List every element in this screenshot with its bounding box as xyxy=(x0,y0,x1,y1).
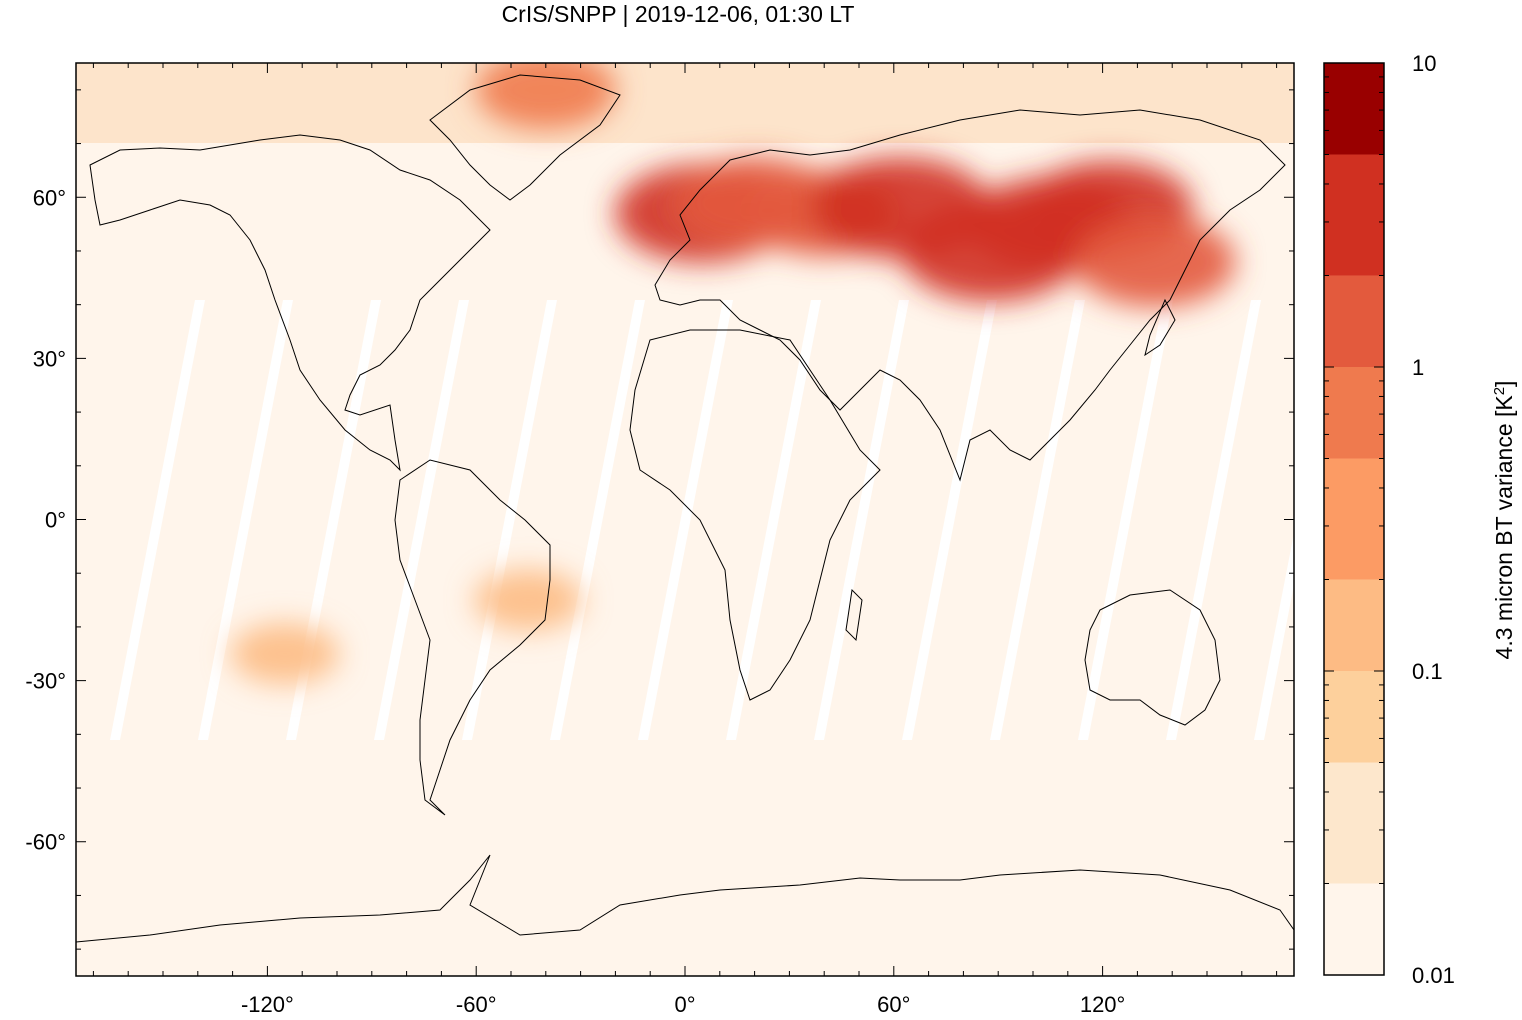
chart-title: CrIS/SNPP | 2019-12-06, 01:30 LT xyxy=(502,1,855,27)
colorbar-tick-label: 1 xyxy=(1412,355,1424,380)
variance-hotspot xyxy=(475,63,616,130)
colorbar-level xyxy=(1324,367,1384,459)
swath-gap xyxy=(990,300,1085,740)
colorbar-tick-label: 0.1 xyxy=(1412,659,1443,684)
swath-gap xyxy=(550,300,645,740)
y-tick-label: 60° xyxy=(33,185,66,210)
colorbar-frame xyxy=(1323,62,1385,976)
x-tick-label: 60° xyxy=(877,992,910,1017)
swath-gap xyxy=(374,300,469,740)
map-plot-area xyxy=(76,63,1294,976)
variance-hotspot xyxy=(1074,216,1236,308)
y-tick-label: -60° xyxy=(25,830,66,855)
swath-gap xyxy=(1078,300,1173,740)
swath-gap xyxy=(814,300,909,740)
variance-hotspot xyxy=(474,569,583,631)
variance-field xyxy=(230,63,1236,685)
colorbar-level xyxy=(1324,883,1384,975)
coastlines xyxy=(76,74,1294,943)
swath-gap xyxy=(462,300,557,740)
colorbar-level xyxy=(1324,458,1384,580)
variance-hotspot xyxy=(230,623,340,685)
x-tick-label: 120° xyxy=(1080,992,1126,1017)
colorbar-level xyxy=(1324,275,1384,367)
colorbar-level xyxy=(1324,762,1384,884)
y-tick-label: 30° xyxy=(33,346,66,371)
swath-gap xyxy=(198,300,293,740)
x-tick-label: -120° xyxy=(241,992,294,1017)
colorbar-level xyxy=(1324,671,1384,763)
colorbar-level xyxy=(1324,579,1384,671)
x-tick-label: -60° xyxy=(456,992,497,1017)
swath-gap xyxy=(1166,300,1261,740)
colorbar-label: 4.3 micron BT variance [K2] xyxy=(1491,381,1517,660)
colorbar-tick-label: 0.01 xyxy=(1412,963,1455,988)
colorbar-level xyxy=(1324,63,1384,155)
colorbar: 10 1 0.1 0.01 4.3 micron BT variance [K2] xyxy=(1323,51,1517,988)
y-tick-label: 0° xyxy=(45,508,66,533)
colorbar-tick-label: 10 xyxy=(1412,51,1436,76)
swath-gaps xyxy=(110,300,1294,740)
swath-gap xyxy=(726,300,821,740)
swath-gap xyxy=(902,300,997,740)
colorbar-level xyxy=(1324,154,1384,276)
polar-band xyxy=(76,63,1294,143)
swath-gap xyxy=(110,300,205,740)
axis-ticks: -120° -60° 0° 60° 120° 60° 30° 0° -30° -60° xyxy=(25,63,1294,1017)
swath-gap xyxy=(1254,532,1294,740)
y-tick-label: -30° xyxy=(25,669,66,694)
swath-gap xyxy=(638,300,733,740)
x-tick-label: 0° xyxy=(674,992,695,1017)
